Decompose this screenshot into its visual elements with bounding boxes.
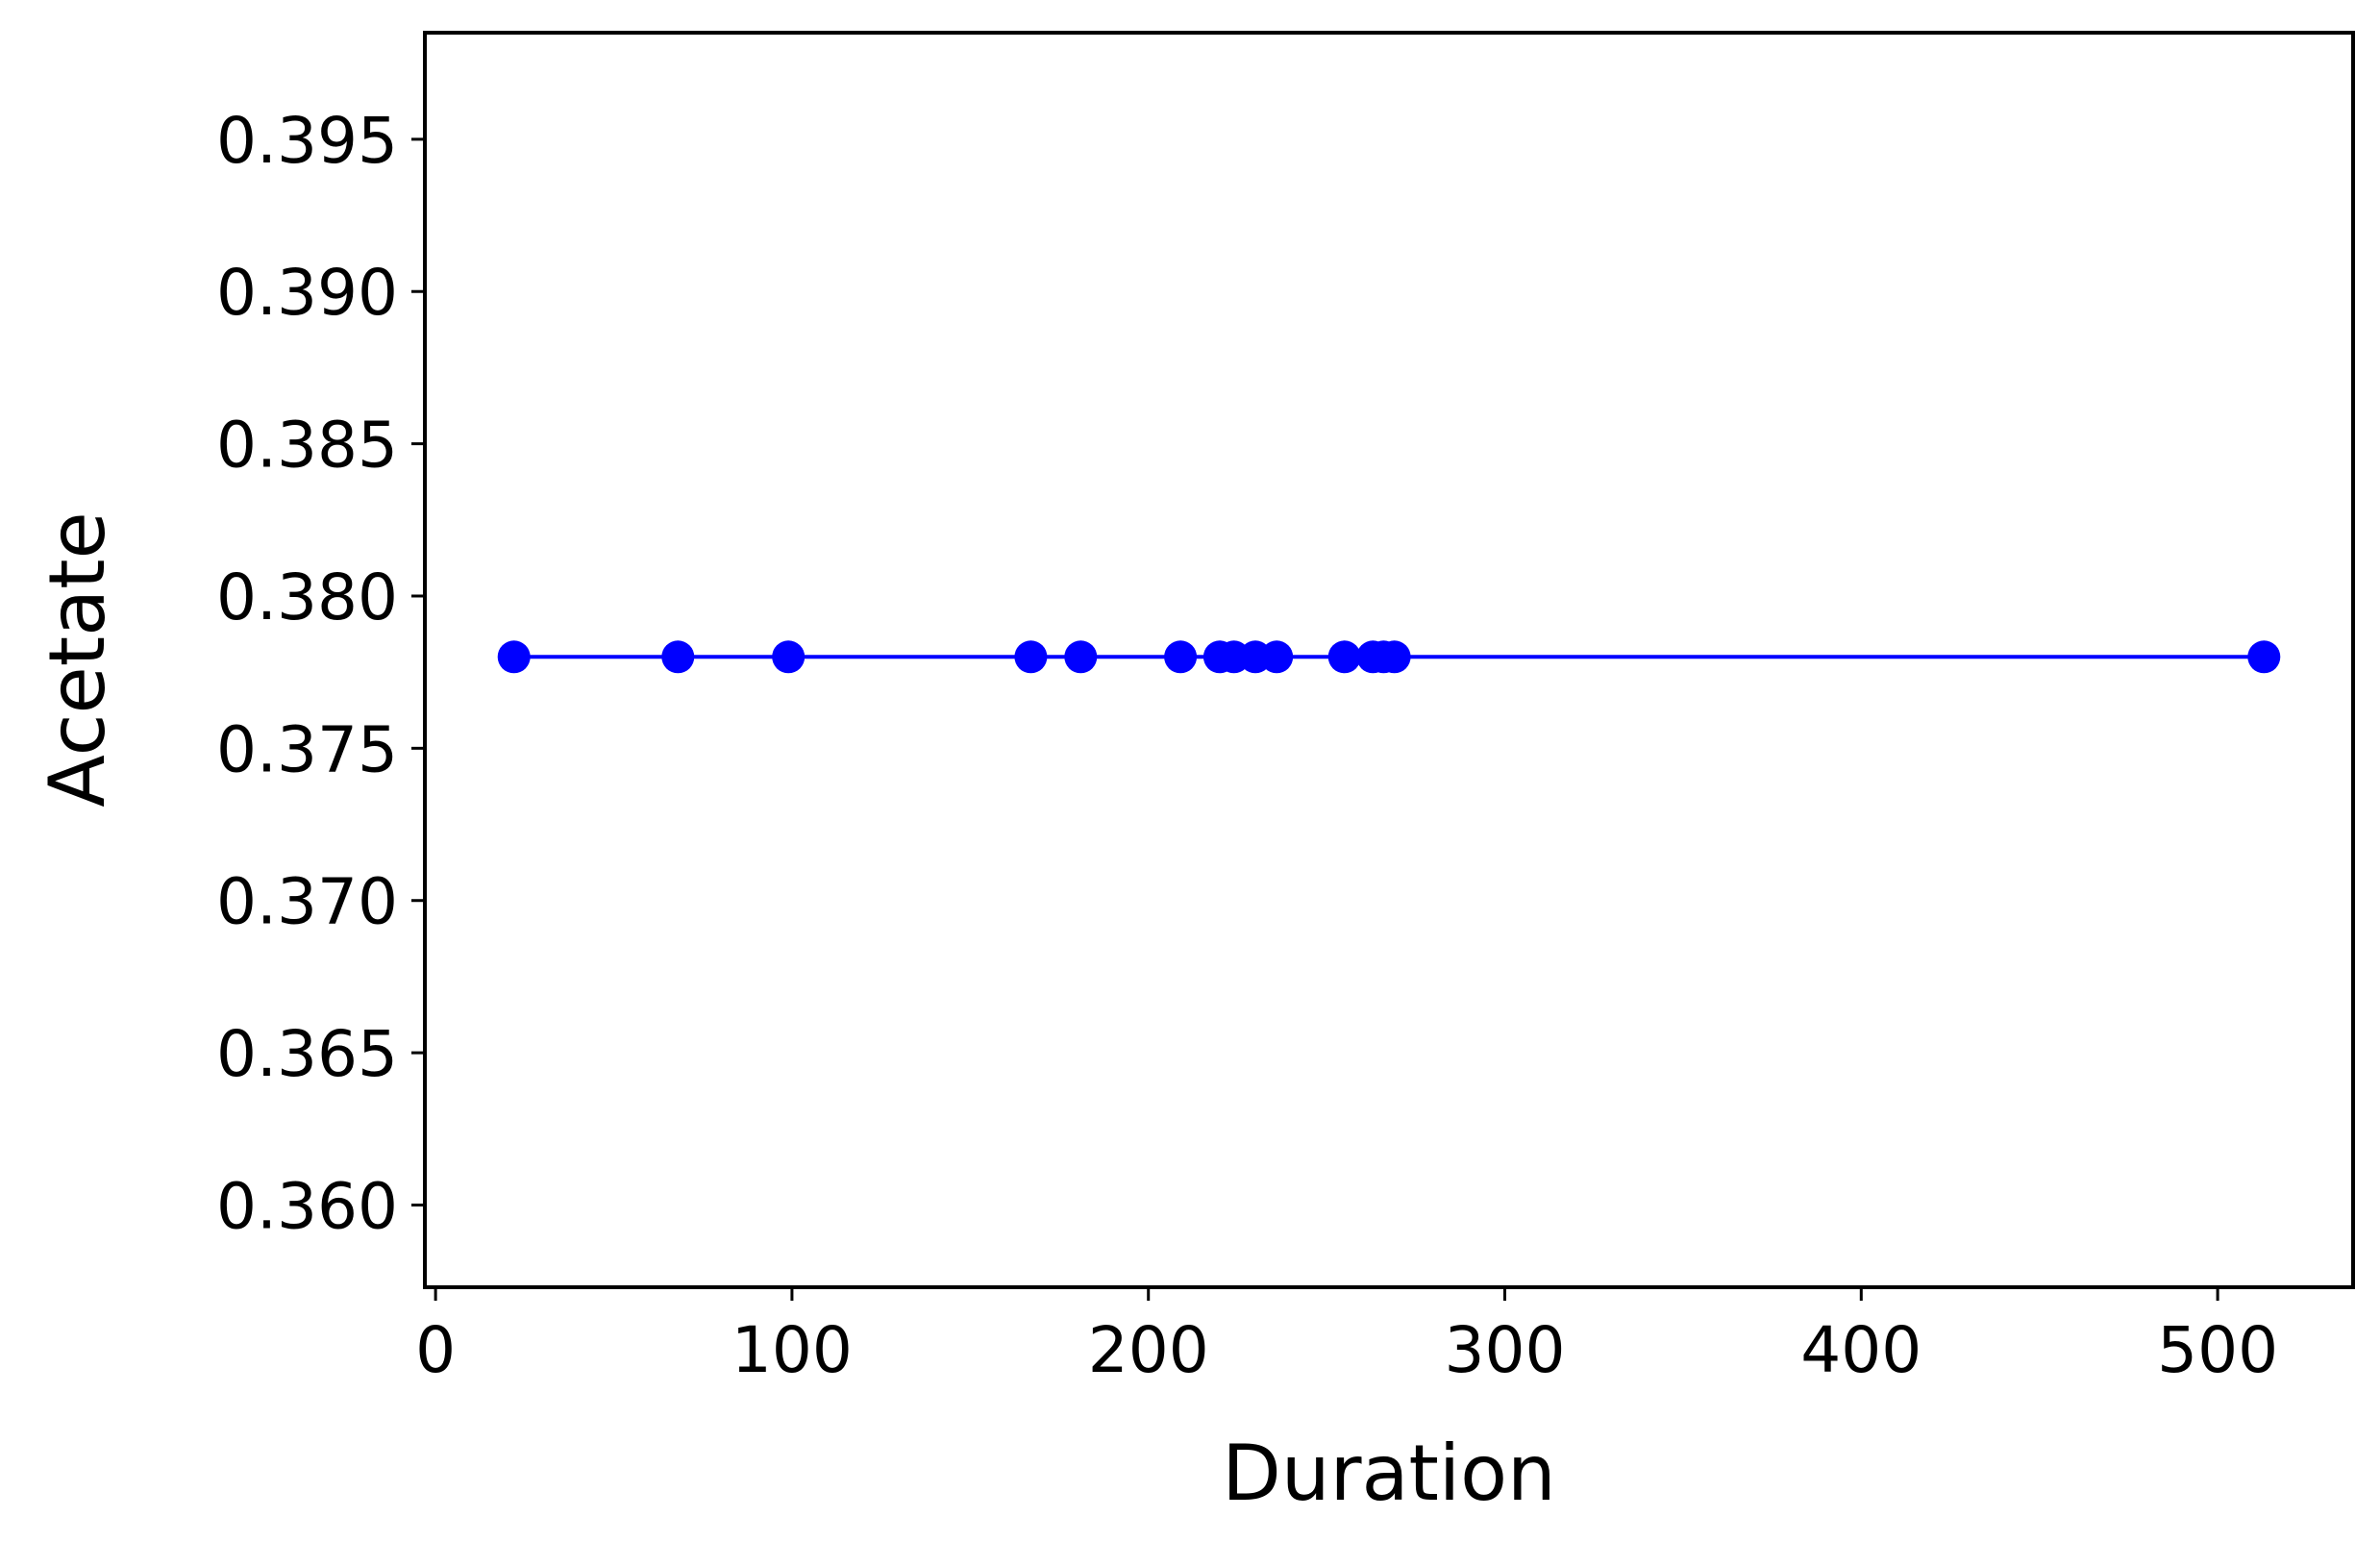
x-tick-label: 100 bbox=[731, 1313, 853, 1387]
data-point bbox=[1260, 640, 1294, 674]
y-axis-label: Acetate bbox=[33, 511, 122, 808]
x-tick-label: 400 bbox=[1800, 1313, 1921, 1387]
x-tick-label: 500 bbox=[2157, 1313, 2278, 1387]
x-axis-ticks: 0 100 200 300 400 500 bbox=[415, 1287, 2278, 1387]
data-point bbox=[772, 640, 806, 674]
y-tick-label: 0.370 bbox=[216, 865, 398, 939]
y-tick-label: 0.390 bbox=[216, 256, 398, 330]
data-point bbox=[661, 640, 695, 674]
plot-content bbox=[497, 640, 2281, 674]
plot-frame bbox=[423, 31, 2355, 1289]
data-point bbox=[2247, 640, 2281, 674]
y-axis-ticks: 0.360 0.365 0.370 0.375 0.380 0.385 0.390 0.395 bbox=[216, 104, 425, 1243]
x-axis-label: Duration bbox=[1222, 1429, 1555, 1518]
data-point bbox=[497, 640, 531, 674]
x-tick-label: 300 bbox=[1445, 1313, 1566, 1387]
y-tick-label: 0.375 bbox=[216, 712, 398, 786]
y-tick-label: 0.395 bbox=[216, 104, 398, 178]
data-point bbox=[1327, 640, 1361, 674]
data-point bbox=[1064, 640, 1098, 674]
y-tick-label: 0.360 bbox=[216, 1169, 398, 1243]
data-point bbox=[1164, 640, 1198, 674]
x-tick-label: 200 bbox=[1088, 1313, 1209, 1387]
y-tick-label: 0.365 bbox=[216, 1017, 398, 1091]
data-point bbox=[1377, 640, 1411, 674]
data-point bbox=[1014, 640, 1048, 674]
x-tick-label: 0 bbox=[415, 1313, 456, 1387]
y-tick-label: 0.385 bbox=[216, 409, 398, 483]
y-tick-label: 0.380 bbox=[216, 560, 398, 634]
